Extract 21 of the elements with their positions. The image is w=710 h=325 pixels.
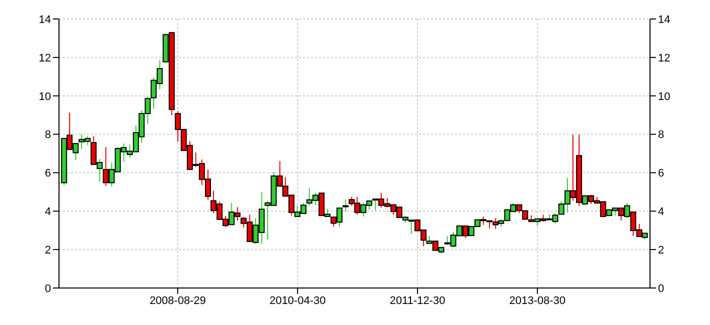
y2-tick-label: 2	[658, 244, 664, 256]
y-tick-label: 4	[44, 206, 51, 218]
x-tick-label: 2010-04-30	[269, 294, 326, 307]
y-tick-label: 0	[44, 282, 51, 295]
x-tick-label: 2011-12-30	[390, 294, 446, 307]
y2-tick-label: 4	[658, 206, 664, 218]
y-tick-label: 2	[44, 244, 51, 256]
y-tick-label: 12	[38, 52, 51, 64]
y-tick-label: 10	[38, 90, 51, 103]
y2-tick-label: 14	[658, 14, 670, 26]
x-tick-label: 2008-08-29	[150, 294, 206, 307]
y2-tick-label: 0	[658, 282, 664, 295]
y-tick-label: 6	[44, 168, 51, 180]
y2-tick-label: 10	[658, 90, 670, 103]
candlestick	[342, 199, 349, 212]
y2-tick-label: 8	[658, 129, 664, 142]
y-tick-label: 8	[44, 129, 51, 142]
x-tick-label: 2013-08-30	[509, 294, 566, 307]
y-tick-label: 14	[38, 14, 51, 26]
y2-tick-label: 12	[658, 52, 670, 64]
y2-tick-label: 6	[658, 168, 664, 180]
